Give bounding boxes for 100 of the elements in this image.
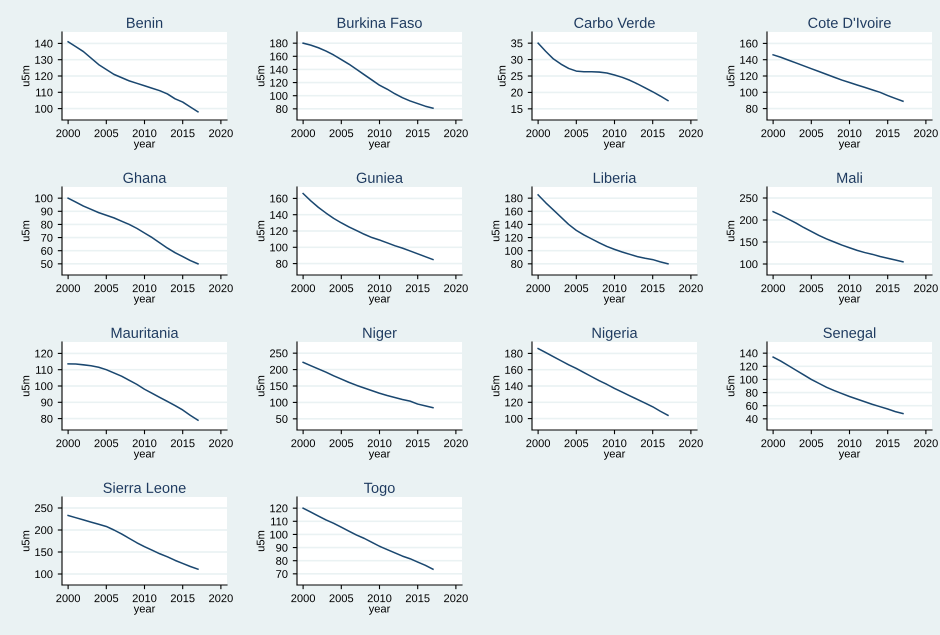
y-tick-label: 150 [740,238,758,246]
line-series [67,363,199,421]
y-tick-label: 120 [740,362,758,370]
y-tick-label: 120 [270,78,288,87]
x-tick-label: 2020 [209,284,233,292]
x-tick-label: 2015 [406,284,430,292]
chart-title: Senegal [823,327,876,341]
y-tick-label: 90 [41,398,53,406]
y-axis-title: u5m [492,220,500,242]
x-tick-label: 2000 [291,594,316,602]
x-tick-label: 2020 [914,284,938,292]
x-axis-title: year [134,451,156,460]
y-tick-label: 35 [511,39,523,48]
x-tick-label: 2005 [94,129,118,138]
y-tick-label: 180 [505,350,523,358]
y-axis-title: u5m [256,376,264,396]
y-axis-title: u5m [726,66,734,86]
line-series [302,362,434,408]
y-tick-label: 80 [276,556,288,565]
x-tick-label: 2005 [94,284,118,292]
x-axis-title: year [838,141,860,150]
chart-title: Liberia [594,172,636,183]
y-tick-label: 120 [505,398,523,406]
y-tick-label: 80 [746,388,758,397]
chart-title: Mali [837,172,862,183]
line-series [302,507,434,570]
x-tick-label: 2015 [640,284,665,292]
x-tick-label: 2005 [800,284,824,292]
y-tick-label: 60 [746,402,758,410]
y-tick-label: 130 [35,56,53,64]
x-tick-label: 2020 [914,439,938,448]
y-axis-title: u5m [22,530,30,552]
x-axis-title: year [604,141,626,150]
y-tick-label: 90 [276,544,288,552]
x-tick-label: 2010 [838,284,862,292]
x-tick-label: 2020 [209,129,233,138]
y-axis-title: u5m [726,220,734,242]
x-axis-title: year [368,141,390,150]
y-tick-label: 250 [34,504,53,512]
line-series [302,42,434,109]
x-tick-label: 2000 [526,129,550,138]
x-tick-label: 2000 [526,284,550,292]
y-tick-label: 100 [740,376,758,384]
x-tick-label: 2015 [170,129,195,138]
y-tick-label: 160 [270,194,288,203]
y-tick-label: 160 [270,52,288,60]
x-tick-label: 2005 [564,439,588,448]
y-tick-label: 80 [276,105,288,113]
x-tick-label: 2015 [406,594,430,602]
y-tick-label: 120 [35,350,53,358]
x-axis-title: year [604,296,626,305]
y-tick-label: 150 [35,548,53,556]
x-tick-label: 2020 [444,284,468,292]
x-tick-label: 2000 [291,129,316,138]
x-tick-label: 2020 [209,439,233,448]
y-tick-label: 100 [270,92,288,100]
chart-title: Nigeria [592,327,638,341]
y-tick-label: 100 [740,88,758,96]
x-tick-label: 2005 [800,129,824,138]
line-series [67,41,199,113]
y-tick-label: 80 [511,260,523,268]
x-axis-title: year [368,606,390,615]
chart-title: Niger [363,327,397,341]
y-tick-label: 50 [41,260,53,268]
y-tick-label: 80 [276,260,288,268]
x-tick-label: 2000 [761,284,786,292]
y-tick-label: 250 [740,194,758,202]
x-tick-label: 2015 [640,439,665,448]
y-tick-label: 120 [35,72,53,80]
line-series [537,42,669,102]
chart-title: Cote D'Ivoire [808,17,891,28]
y-tick-label: 100 [35,194,53,202]
x-tick-label: 2010 [602,284,626,292]
y-tick-label: 120 [270,227,288,236]
x-tick-label: 2000 [56,594,80,602]
y-axis-title: u5m [22,66,30,86]
y-tick-label: 200 [34,526,53,534]
x-tick-label: 2000 [761,129,786,138]
y-tick-label: 40 [746,415,758,423]
y-tick-label: 120 [740,72,758,80]
x-axis-title: year [604,451,626,460]
y-tick-label: 50 [276,415,288,423]
y-tick-label: 180 [270,39,288,48]
x-tick-label: 2000 [291,284,316,292]
x-tick-label: 2015 [170,439,195,448]
x-tick-label: 2020 [914,129,938,138]
chart-title: Benin [127,17,162,28]
y-tick-label: 140 [270,66,288,74]
x-tick-label: 2010 [368,594,392,602]
x-axis-title: year [134,606,156,615]
x-tick-label: 2015 [876,129,900,138]
y-tick-label: 80 [41,220,53,229]
x-tick-label: 2000 [56,439,80,448]
y-tick-label: 20 [511,88,523,97]
x-tick-label: 2020 [444,129,468,138]
x-axis-title: year [134,296,156,305]
line-series [67,514,199,570]
y-tick-label: 160 [505,366,523,374]
y-tick-label: 15 [511,105,523,113]
x-tick-label: 2010 [602,439,626,448]
